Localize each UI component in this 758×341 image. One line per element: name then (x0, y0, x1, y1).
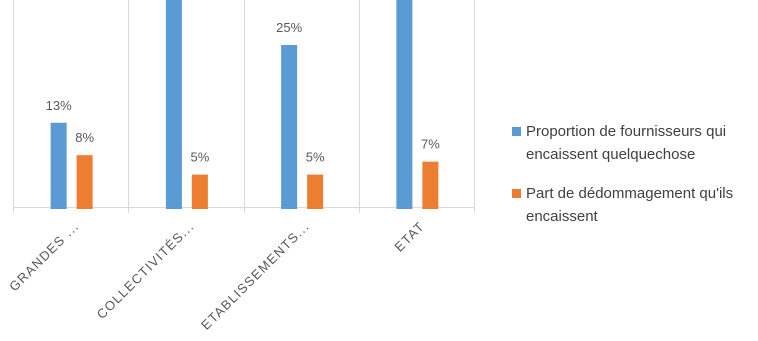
category-label: COLLECTIVITÉS... (94, 219, 197, 322)
legend-label: Part de dédommagement qu'ils encaissent (526, 185, 734, 225)
bar-chart: 13% 8% GRANDES ... 5% COLLECTIVITÉS... 25% 5% E… (6, 0, 475, 333)
data-label: 5% (306, 150, 325, 165)
category-label: ETABLISSEMENTS... (198, 219, 312, 333)
data-label: 25% (276, 20, 302, 35)
bar-proportion (50, 122, 67, 209)
category-label: ETAT (391, 219, 427, 255)
legend-swatch-blue (512, 127, 521, 136)
legend-swatch-orange (512, 189, 521, 198)
data-label: 7% (421, 137, 440, 152)
legend-label: Proportion de fournisseurs qui encaissen… (526, 123, 727, 163)
bar-dedommagement (191, 174, 208, 209)
bar-dedommagement (76, 155, 93, 209)
data-label: 5% (190, 150, 209, 165)
bar-proportion (165, 0, 182, 209)
legend: Proportion de fournisseurs qui encaissen… (512, 120, 758, 244)
bar-dedommagement (307, 174, 324, 209)
data-label: 13% (46, 98, 72, 113)
legend-item-dedommagement: Part de dédommagement qu'ils encaissent (512, 182, 758, 228)
bar-dedommagement (422, 161, 439, 209)
data-label: 8% (75, 130, 94, 145)
bar-proportion (281, 45, 298, 209)
bar-proportion (396, 0, 413, 209)
category-label: GRANDES ... (6, 219, 82, 295)
legend-item-proportion: Proportion de fournisseurs qui encaissen… (512, 120, 758, 166)
